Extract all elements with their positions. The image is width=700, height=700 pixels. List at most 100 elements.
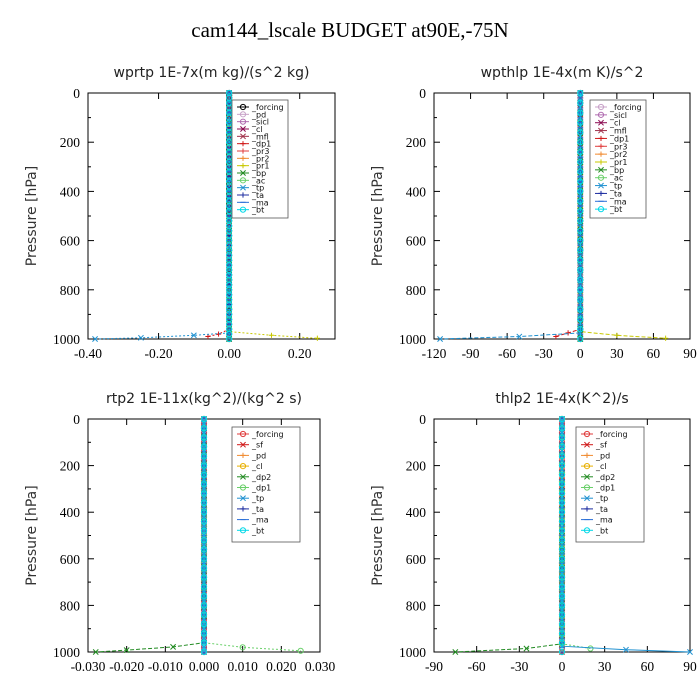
series-point	[577, 158, 584, 165]
legend-item: _ma	[237, 198, 269, 207]
x-tick-label: 0	[577, 346, 584, 361]
x-tick-label: -90	[462, 346, 480, 361]
legend-label: _ma	[609, 197, 627, 206]
y-tick-label: 800	[60, 598, 81, 613]
legend-marker	[240, 473, 246, 480]
series-point	[558, 648, 566, 656]
legend-item: _bp	[595, 166, 624, 175]
legend-item: _dp1	[237, 484, 271, 493]
legend-item: _forcing	[581, 430, 628, 439]
series-point	[577, 217, 584, 225]
series-point	[623, 646, 629, 653]
series-point	[558, 583, 566, 590]
series-point	[558, 453, 566, 460]
series-point	[577, 276, 584, 284]
legend-item: _sf	[237, 441, 263, 450]
series-point	[558, 518, 566, 525]
series-point	[558, 471, 566, 479]
legend-marker	[583, 527, 591, 534]
legend-label: _ac	[609, 174, 623, 183]
series-point	[558, 527, 566, 534]
legend-item: _ac	[237, 176, 265, 185]
series-point	[200, 490, 208, 497]
legend-item: _mfl	[237, 132, 269, 141]
y-tick-label: 1000	[399, 645, 426, 660]
legend-marker	[239, 111, 247, 118]
legend-marker	[240, 141, 246, 147]
series-point	[92, 336, 99, 342]
series-point	[558, 574, 566, 581]
series-point	[577, 247, 584, 254]
series-point	[239, 644, 246, 651]
legend-marker	[239, 527, 247, 534]
series-point	[190, 332, 197, 339]
legend-marker	[598, 190, 604, 197]
series-bt	[200, 415, 208, 656]
x-tick-label: 0.020	[266, 659, 297, 674]
legend-marker	[597, 174, 605, 181]
legend-marker	[239, 118, 247, 125]
x-tick-label: 90	[683, 346, 697, 361]
series-point	[558, 415, 566, 423]
legend-marker	[598, 119, 604, 126]
chart-panel-wprtp: wprtp 1E-7x(m kg)/(s^2 kg) Pressure [hPa]…	[24, 65, 336, 361]
legend-label: _sf	[251, 441, 263, 450]
series-point	[558, 499, 566, 506]
legend-item: _ac	[595, 174, 623, 183]
legend-label: _sicl	[609, 111, 627, 120]
legend-label: _ma	[595, 516, 613, 525]
series-point	[523, 645, 530, 652]
chart-panel-thlp2: thlp2 1E-4x(K^2)/s Pressure [hPa] 0 200 400 6…	[370, 391, 697, 674]
legend-item: _cl	[581, 462, 607, 471]
x-tick-label: -30	[535, 346, 553, 361]
y-axis-label: Pressure [hPa]	[370, 485, 386, 585]
series-point	[577, 109, 584, 116]
legend-label: _bt	[251, 206, 264, 215]
y-tick-label: 400	[60, 184, 81, 199]
legend-label: _ta	[251, 505, 264, 514]
series-point	[587, 645, 594, 652]
legend-marker	[240, 452, 246, 458]
legend-marker	[598, 166, 604, 173]
series-bt	[577, 89, 584, 343]
legend-marker	[239, 430, 247, 438]
series-line	[440, 93, 581, 340]
legend-item: _dp1	[595, 134, 629, 143]
legend-label: _tp	[251, 184, 264, 193]
legend-item: _bt	[581, 526, 608, 535]
x-tick-label: 30	[598, 659, 612, 674]
legend-item: _pr3	[595, 142, 627, 151]
legend-item: _pd	[237, 110, 266, 119]
x-tick-label: 0.20	[288, 346, 312, 361]
series-point	[558, 630, 566, 637]
legend-label: _dp1	[609, 134, 629, 143]
legend-label: _cl	[251, 462, 263, 471]
series-point	[558, 537, 566, 544]
legend-label: _cl	[251, 125, 263, 134]
series-point	[577, 188, 584, 195]
legend-item: _cl	[595, 119, 621, 128]
series-tp	[437, 90, 584, 342]
series-point	[200, 630, 208, 637]
legend-marker	[239, 484, 247, 491]
chart-panel-wpthlp: wpthlp 1E-4x(m K)/s^2 Pressure [hPa] 0 200 4…	[370, 65, 697, 361]
legend-label: _sicl	[251, 118, 269, 127]
series-point	[558, 509, 566, 516]
legend-item: _sf	[581, 441, 607, 450]
x-tick-label: -60	[498, 346, 516, 361]
series-point	[577, 89, 584, 97]
legend-marker	[240, 170, 246, 176]
series-point	[200, 481, 208, 488]
series-point	[577, 129, 584, 136]
legend-label: _ta	[595, 505, 608, 514]
legend-item: _bp	[237, 169, 266, 178]
legend-label: _mfl	[609, 127, 627, 136]
y-tick-label: 1000	[399, 332, 426, 347]
legend-marker	[240, 163, 246, 169]
series-line	[455, 419, 563, 653]
y-tick-label: 800	[406, 598, 427, 613]
legend-box	[589, 99, 647, 219]
y-tick-label: 400	[406, 184, 427, 199]
y-tick-label: 0	[73, 412, 80, 427]
x-tick-label: 30	[610, 346, 624, 361]
